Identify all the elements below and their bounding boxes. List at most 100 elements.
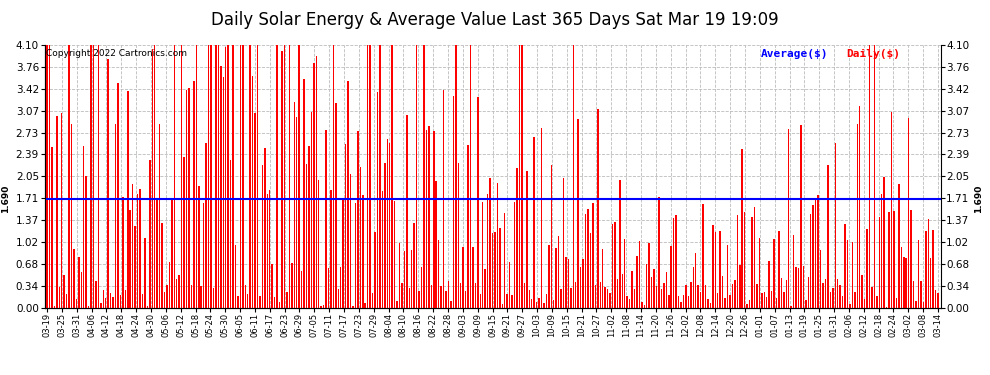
Bar [88, 306, 89, 308]
Bar [688, 296, 689, 307]
Bar [624, 239, 626, 308]
Bar [127, 91, 129, 308]
Bar [680, 302, 682, 307]
Bar [156, 200, 157, 308]
Bar [316, 56, 317, 308]
Bar [534, 137, 535, 308]
Bar [629, 299, 631, 307]
Bar [861, 275, 863, 308]
Bar [220, 66, 222, 308]
Text: 1.690: 1.690 [2, 185, 11, 213]
Bar [627, 296, 628, 307]
Bar [354, 202, 356, 308]
Bar [930, 258, 932, 308]
Bar [112, 297, 114, 307]
Bar [467, 145, 469, 308]
Bar [208, 45, 209, 308]
Bar [536, 302, 538, 307]
Bar [225, 47, 227, 308]
Bar [898, 184, 900, 308]
Bar [869, 45, 870, 308]
Bar [203, 203, 204, 308]
Bar [572, 45, 574, 308]
Bar [842, 296, 843, 307]
Bar [70, 124, 72, 308]
Bar [587, 209, 589, 308]
Bar [289, 45, 290, 308]
Bar [308, 146, 310, 308]
Bar [49, 45, 50, 308]
Bar [707, 299, 709, 307]
Bar [447, 281, 449, 308]
Bar [158, 124, 160, 308]
Bar [918, 240, 919, 308]
Bar [837, 279, 839, 308]
Bar [196, 45, 197, 308]
Bar [570, 288, 571, 308]
Bar [411, 251, 413, 308]
Bar [768, 261, 770, 308]
Bar [328, 268, 330, 308]
Bar [545, 294, 547, 307]
Bar [470, 45, 471, 308]
Bar [820, 250, 822, 308]
Bar [670, 246, 672, 308]
Bar [149, 160, 150, 308]
Bar [888, 213, 890, 308]
Bar [619, 180, 621, 308]
Bar [562, 178, 564, 308]
Bar [147, 306, 148, 308]
Bar [653, 269, 654, 308]
Bar [614, 222, 616, 308]
Bar [323, 305, 325, 308]
Bar [132, 184, 134, 308]
Bar [524, 284, 525, 308]
Bar [245, 285, 247, 308]
Bar [597, 109, 599, 307]
Bar [761, 293, 762, 308]
Bar [499, 228, 501, 308]
Bar [911, 210, 912, 308]
Bar [746, 304, 747, 307]
Bar [303, 79, 305, 308]
Bar [401, 284, 403, 308]
Bar [333, 45, 335, 308]
Bar [717, 293, 719, 308]
Bar [336, 103, 337, 308]
Bar [326, 130, 327, 308]
Bar [849, 304, 850, 307]
Bar [487, 194, 488, 308]
Bar [818, 195, 819, 308]
Bar [751, 217, 752, 308]
Bar [494, 232, 496, 308]
Bar [575, 282, 576, 308]
Bar [235, 245, 237, 308]
Bar [343, 200, 344, 308]
Bar [240, 45, 242, 308]
Text: Daily Solar Energy & Average Value Last 365 Days Sat Mar 19 19:09: Daily Solar Energy & Average Value Last … [211, 11, 779, 29]
Bar [254, 113, 255, 308]
Bar [140, 189, 141, 308]
Bar [154, 45, 155, 308]
Bar [516, 168, 518, 308]
Bar [369, 45, 371, 308]
Bar [163, 292, 165, 308]
Bar [663, 283, 664, 308]
Bar [702, 204, 704, 308]
Bar [306, 164, 307, 308]
Text: Average($): Average($) [761, 49, 829, 59]
Bar [803, 266, 804, 308]
Bar [443, 90, 445, 308]
Bar [389, 142, 390, 308]
Bar [465, 291, 466, 308]
Bar [813, 205, 814, 308]
Bar [105, 298, 107, 307]
Bar [632, 271, 633, 308]
Bar [436, 181, 437, 308]
Bar [347, 81, 348, 308]
Bar [414, 224, 415, 308]
Bar [178, 275, 180, 308]
Bar [600, 282, 601, 308]
Bar [274, 297, 275, 307]
Bar [878, 217, 880, 308]
